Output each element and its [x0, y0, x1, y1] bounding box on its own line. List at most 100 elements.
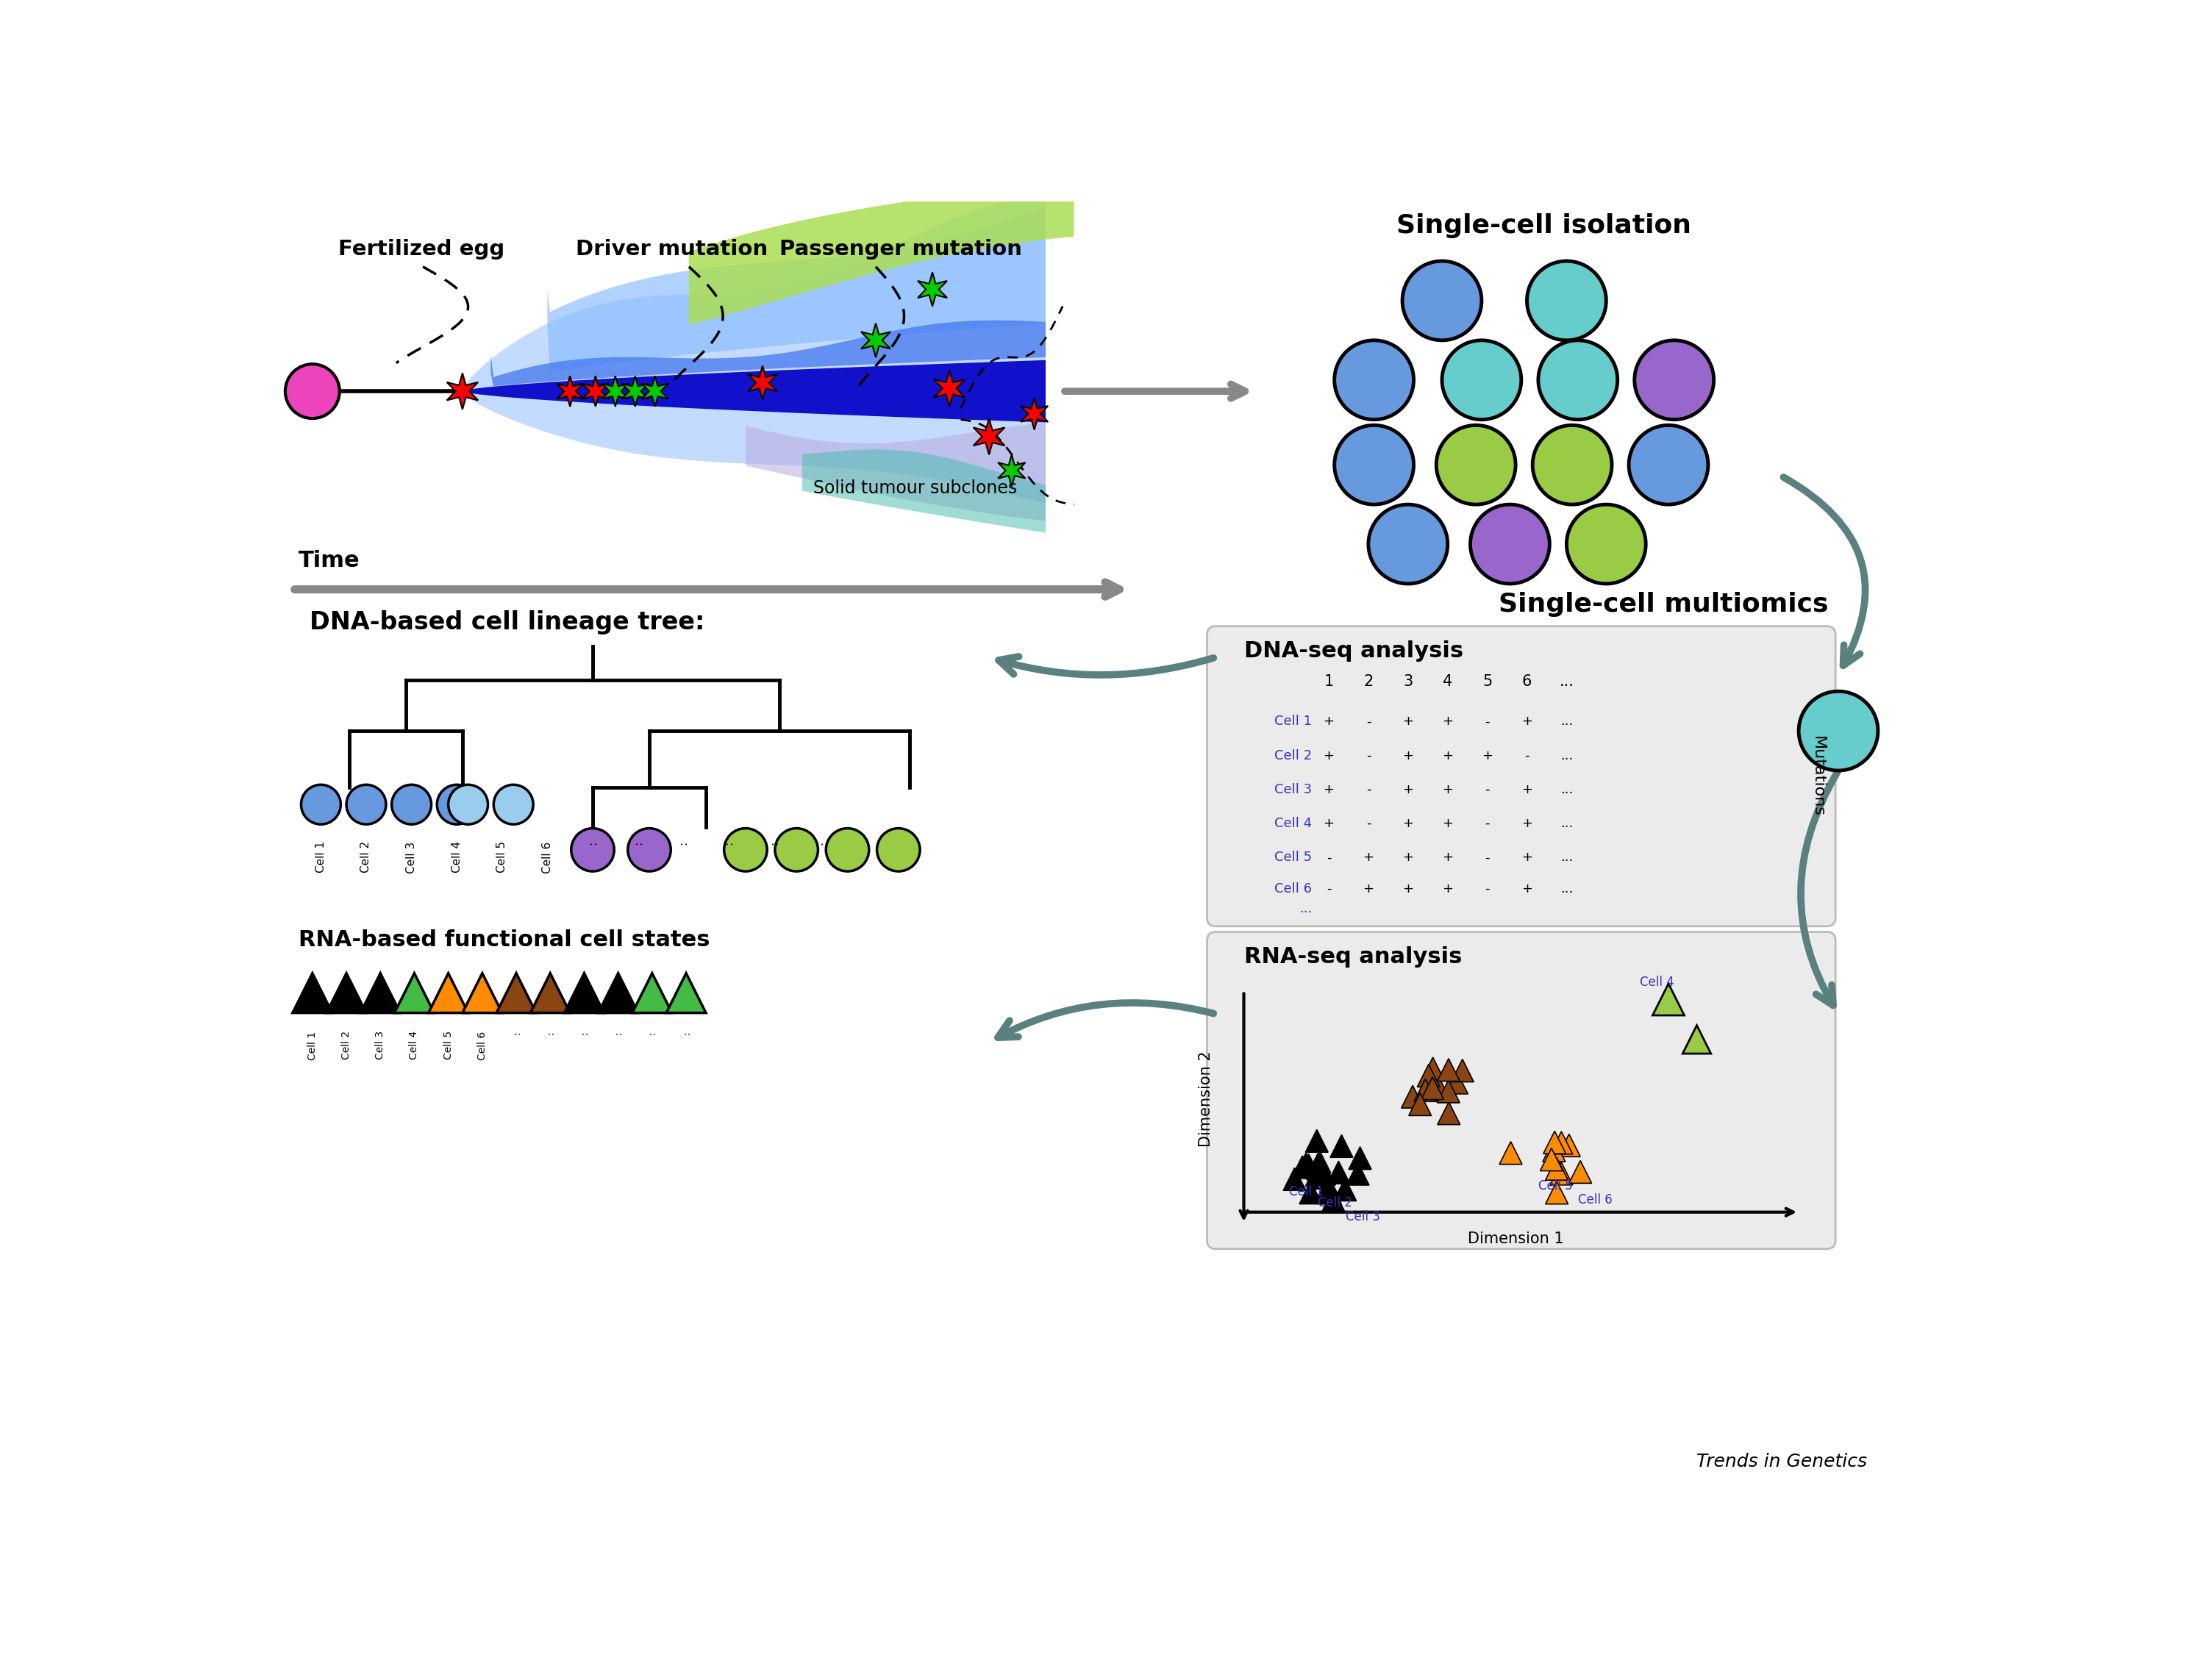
- Circle shape: [1533, 425, 1613, 504]
- Text: +: +: [1403, 816, 1414, 830]
- Text: Cell 1: Cell 1: [1288, 1184, 1324, 1198]
- Polygon shape: [1313, 1163, 1335, 1186]
- Text: Dimension 1: Dimension 1: [1467, 1231, 1564, 1247]
- Polygon shape: [1652, 984, 1685, 1015]
- Text: +: +: [1403, 749, 1414, 763]
- Text: :: :: [814, 842, 825, 845]
- Polygon shape: [1295, 1152, 1317, 1176]
- Text: Cell 6: Cell 6: [476, 1032, 488, 1060]
- Text: -: -: [1485, 716, 1489, 727]
- Polygon shape: [1308, 1166, 1330, 1189]
- Text: +: +: [1403, 783, 1414, 796]
- Text: +: +: [1403, 882, 1414, 895]
- FancyBboxPatch shape: [1207, 627, 1835, 926]
- Polygon shape: [448, 373, 479, 410]
- Text: +: +: [1522, 716, 1533, 727]
- Text: Cell 6: Cell 6: [543, 842, 554, 874]
- Circle shape: [393, 785, 432, 825]
- Polygon shape: [598, 973, 638, 1013]
- Text: +: +: [1522, 816, 1533, 830]
- Polygon shape: [688, 173, 1074, 324]
- Text: :: :: [578, 1032, 589, 1035]
- Text: Cell 6: Cell 6: [1275, 882, 1313, 895]
- Text: ...: ...: [1560, 882, 1573, 895]
- Text: Fertilized egg: Fertilized egg: [338, 239, 505, 260]
- Polygon shape: [973, 418, 1004, 455]
- Circle shape: [1628, 425, 1707, 504]
- Text: 3: 3: [1403, 674, 1412, 689]
- Polygon shape: [1335, 1178, 1357, 1201]
- Text: Cell 4: Cell 4: [452, 842, 463, 874]
- Text: +: +: [1443, 716, 1454, 727]
- Polygon shape: [1438, 1102, 1460, 1124]
- Circle shape: [285, 365, 340, 418]
- Text: -: -: [1326, 882, 1330, 895]
- Circle shape: [1635, 341, 1714, 420]
- Polygon shape: [748, 366, 777, 400]
- Polygon shape: [1500, 1142, 1522, 1164]
- Text: 2: 2: [1363, 674, 1374, 689]
- Text: +: +: [1324, 716, 1335, 727]
- Text: 5: 5: [1482, 674, 1491, 689]
- Text: Cell 3: Cell 3: [1346, 1210, 1381, 1223]
- Text: Cell 5: Cell 5: [496, 842, 507, 874]
- Circle shape: [1335, 425, 1414, 504]
- Text: +: +: [1482, 749, 1493, 763]
- Text: +: +: [1363, 882, 1374, 895]
- Polygon shape: [1321, 1189, 1346, 1211]
- Text: ...: ...: [1560, 850, 1573, 864]
- Polygon shape: [1551, 1132, 1573, 1154]
- Polygon shape: [1427, 1079, 1452, 1102]
- Polygon shape: [547, 207, 1046, 371]
- Text: :: :: [768, 842, 779, 845]
- Text: -: -: [1366, 816, 1370, 830]
- Polygon shape: [1306, 1164, 1328, 1186]
- Text: -: -: [1366, 783, 1370, 796]
- Polygon shape: [622, 376, 649, 407]
- Text: Single-cell multiomics: Single-cell multiomics: [1498, 591, 1829, 617]
- Circle shape: [1335, 341, 1414, 420]
- Circle shape: [724, 828, 768, 872]
- Text: :: :: [512, 1032, 521, 1035]
- Polygon shape: [1346, 1163, 1370, 1184]
- Polygon shape: [565, 973, 604, 1013]
- Text: :: :: [633, 842, 644, 845]
- Circle shape: [1798, 690, 1877, 771]
- Polygon shape: [1328, 1161, 1350, 1184]
- Circle shape: [629, 828, 671, 872]
- Polygon shape: [860, 323, 891, 358]
- Text: +: +: [1443, 816, 1454, 830]
- Text: +: +: [1443, 850, 1454, 864]
- Text: +: +: [1443, 749, 1454, 763]
- Polygon shape: [803, 450, 1046, 533]
- Polygon shape: [326, 973, 366, 1013]
- Polygon shape: [1683, 1025, 1712, 1053]
- Polygon shape: [1021, 398, 1048, 430]
- Text: -: -: [1524, 749, 1529, 763]
- Text: -: -: [1485, 850, 1489, 864]
- Polygon shape: [633, 973, 673, 1013]
- Polygon shape: [1401, 1085, 1425, 1109]
- Text: -: -: [1485, 882, 1489, 895]
- Text: Cell 5: Cell 5: [1275, 850, 1313, 864]
- Text: :: :: [545, 1032, 556, 1035]
- Polygon shape: [746, 423, 1046, 521]
- Text: Cell 1: Cell 1: [1275, 716, 1313, 727]
- Text: ...: ...: [1299, 902, 1313, 916]
- Circle shape: [1566, 504, 1646, 583]
- Polygon shape: [1421, 1057, 1445, 1080]
- Polygon shape: [1410, 1094, 1432, 1116]
- Polygon shape: [490, 321, 1046, 386]
- Text: :: :: [677, 842, 688, 845]
- Text: Cell 5: Cell 5: [443, 1032, 454, 1060]
- Polygon shape: [1319, 1181, 1341, 1205]
- Circle shape: [494, 785, 534, 825]
- Text: +: +: [1403, 850, 1414, 864]
- Circle shape: [571, 828, 613, 872]
- Text: Mutations: Mutations: [1809, 736, 1824, 816]
- Circle shape: [1368, 504, 1447, 583]
- Text: Single-cell isolation: Single-cell isolation: [1396, 213, 1692, 239]
- Circle shape: [1436, 425, 1516, 504]
- Text: Solid tumour subclones: Solid tumour subclones: [814, 479, 1017, 497]
- Polygon shape: [1436, 1080, 1460, 1102]
